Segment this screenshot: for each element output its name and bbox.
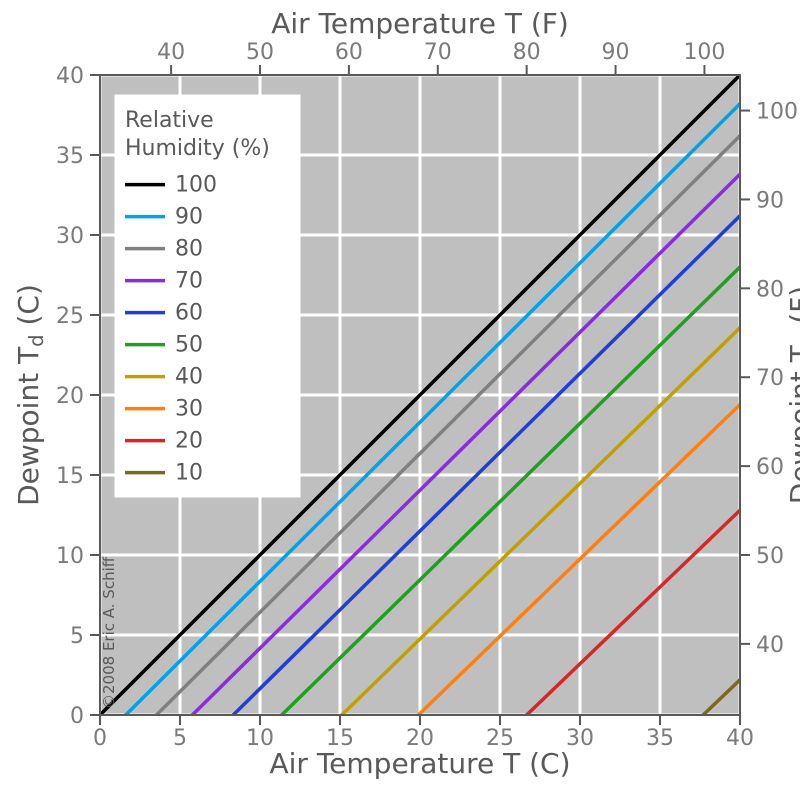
xtick-bottom-label: 5 — [173, 726, 187, 751]
xtick-top-label: 100 — [683, 40, 725, 65]
legend-label-20: 20 — [175, 429, 203, 454]
ytick-left-label: 25 — [56, 304, 84, 329]
legend-label-70: 70 — [175, 269, 203, 294]
ytick-right-label: 40 — [756, 633, 784, 658]
legend-title-line: Relative — [125, 108, 214, 133]
ytick-left-label: 15 — [56, 464, 84, 489]
ytick-right-label: 50 — [756, 544, 784, 569]
xtick-top-label: 70 — [424, 40, 452, 65]
y-axis-right-title: Dewpoint Td (F) — [784, 286, 800, 504]
xtick-top-label: 50 — [246, 40, 274, 65]
ytick-left-label: 20 — [56, 384, 84, 409]
ytick-left-label: 10 — [56, 544, 84, 569]
ytick-left-label: 35 — [56, 144, 84, 169]
xtick-bottom-label: 35 — [646, 726, 674, 751]
ytick-right-label: 60 — [756, 455, 784, 480]
xtick-bottom-label: 40 — [726, 726, 754, 751]
xtick-top-label: 90 — [602, 40, 630, 65]
legend-label-40: 40 — [175, 365, 203, 390]
y-axis-left-title: Dewpoint Td (C) — [12, 284, 48, 506]
ytick-left-label: 0 — [70, 704, 84, 729]
xtick-bottom-label: 0 — [93, 726, 107, 751]
legend-label-100: 100 — [175, 173, 217, 198]
ytick-right-label: 70 — [756, 366, 784, 391]
legend-label-90: 90 — [175, 205, 203, 230]
x-axis-bottom-title: Air Temperature T (C) — [269, 747, 570, 780]
ytick-left-label: 40 — [56, 64, 84, 89]
legend: Relative Humidity (%) 100 90 80 70 60 50 40 30 20 1… — [115, 95, 300, 497]
dewpoint-chart: 0510152025303540051015202530354040506070… — [0, 0, 800, 800]
x-axis-top-title: Air Temperature T (F) — [271, 7, 569, 40]
xtick-top-label: 60 — [335, 40, 363, 65]
legend-label-30: 30 — [175, 397, 203, 422]
ytick-right-label: 90 — [756, 188, 784, 213]
ytick-right-label: 100 — [756, 100, 798, 125]
legend-title-line: Humidity (%) — [125, 136, 270, 161]
legend-label-50: 50 — [175, 333, 203, 358]
ytick-left-label: 30 — [56, 224, 84, 249]
ytick-left-label: 5 — [70, 624, 84, 649]
ytick-right-label: 80 — [756, 277, 784, 302]
legend-label-60: 60 — [175, 301, 203, 326]
legend-label-10: 10 — [175, 461, 203, 486]
xtick-top-label: 80 — [513, 40, 541, 65]
copyright-label: ©2008 Eric A. Schiff — [100, 556, 118, 709]
xtick-top-label: 40 — [157, 40, 185, 65]
legend-label-80: 80 — [175, 237, 203, 262]
